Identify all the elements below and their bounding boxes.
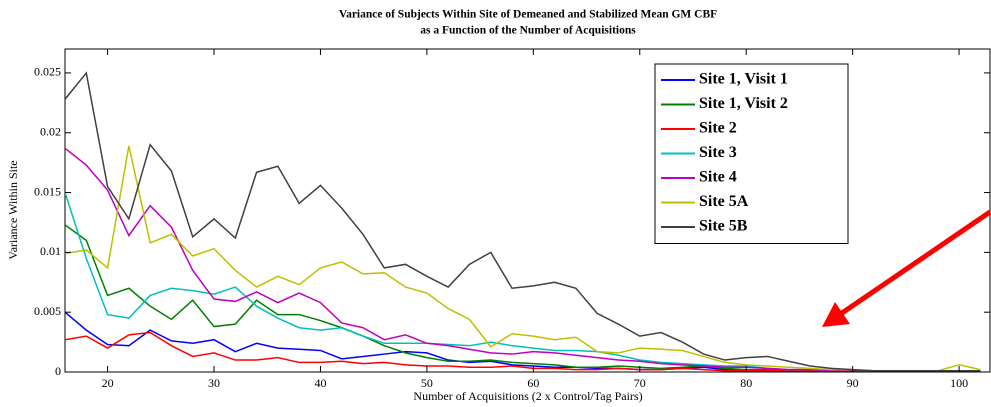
x-tick-label: 50 bbox=[421, 376, 433, 390]
arrow-shaft bbox=[840, 209, 991, 316]
arrow-head bbox=[822, 302, 850, 327]
x-tick-label: 40 bbox=[314, 376, 326, 390]
x-tick-label: 80 bbox=[740, 376, 752, 390]
legend: Site 1, Visit 1 Site 1, Visit 2 Site 2 Site… bbox=[654, 63, 849, 244]
series-line bbox=[65, 71, 981, 372]
chart-subtitle: as a Function of the Number of Acquisiti… bbox=[420, 25, 636, 37]
legend-label: Site 5B bbox=[699, 218, 748, 235]
x-tick-label: 100 bbox=[950, 376, 968, 390]
series-line bbox=[65, 224, 981, 372]
legend-label: Site 4 bbox=[699, 169, 737, 186]
series-line bbox=[65, 147, 981, 372]
legend-label: Site 2 bbox=[699, 120, 737, 137]
y-tick-label: 0.01 bbox=[40, 244, 61, 258]
chart-title: Variance of Subjects Within Site of Deme… bbox=[339, 9, 717, 21]
y-tick-label: 0.025 bbox=[34, 65, 61, 79]
x-tick-label: 60 bbox=[527, 376, 539, 390]
annotation-arrow bbox=[822, 209, 991, 327]
series-line bbox=[65, 145, 981, 372]
x-tick-label: 90 bbox=[847, 376, 859, 390]
y-tick-label: 0.015 bbox=[34, 184, 61, 198]
legend-label: Site 5A bbox=[699, 193, 749, 210]
y-axis-label: Variance Within Site bbox=[6, 160, 20, 259]
y-tick-label: 0.005 bbox=[34, 304, 61, 318]
plot-frame bbox=[64, 48, 991, 373]
x-axis-label: Number of Acquisitions (2 x Control/Tag … bbox=[413, 389, 642, 403]
y-tick-label: 0.02 bbox=[40, 124, 61, 138]
x-tick-label: 20 bbox=[102, 376, 114, 390]
legend-label: Site 3 bbox=[699, 144, 737, 161]
x-tick-label: 70 bbox=[634, 376, 646, 390]
y-tick-label: 0 bbox=[55, 364, 61, 378]
plot-area bbox=[65, 71, 981, 372]
legend-box bbox=[654, 63, 849, 244]
legend-label: Site 1, Visit 2 bbox=[699, 95, 788, 112]
legend-label: Site 1, Visit 1 bbox=[699, 71, 788, 88]
x-tick-label: 30 bbox=[208, 376, 220, 390]
